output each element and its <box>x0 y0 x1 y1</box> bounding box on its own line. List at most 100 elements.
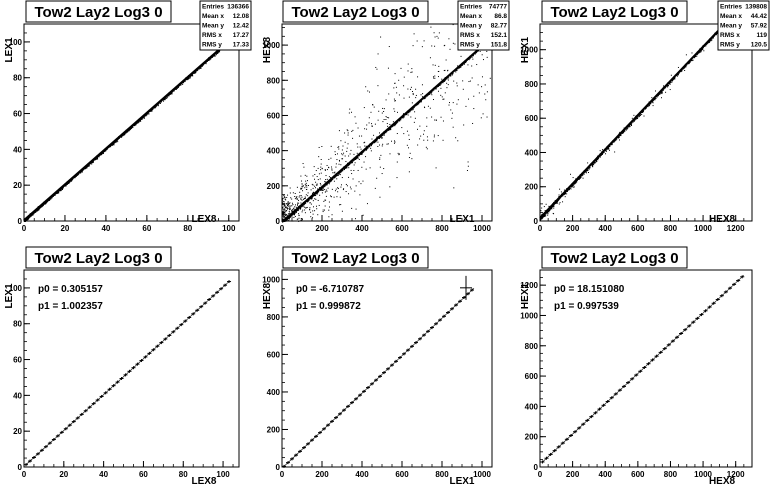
scatter-point <box>155 106 157 108</box>
scatter-point <box>360 148 362 150</box>
scatter-point <box>325 189 327 191</box>
scatter-point <box>371 125 373 127</box>
scatter-point <box>300 175 302 177</box>
scatter-point <box>382 134 384 136</box>
scatter-point <box>343 152 345 154</box>
scatter-point <box>60 189 62 191</box>
scatter-point <box>138 121 140 123</box>
scatter-point <box>305 189 307 191</box>
scatter-point <box>410 109 412 111</box>
scatter-point <box>305 182 307 184</box>
scatter-point <box>452 126 454 128</box>
scatter-point <box>393 108 395 110</box>
stats-value: 82.77 <box>491 23 508 30</box>
scatter-point <box>480 117 482 119</box>
scatter-point <box>407 70 409 72</box>
scatter-point <box>439 84 441 86</box>
scatter-point <box>42 204 44 206</box>
scatter-point <box>322 209 324 211</box>
scatter-point <box>50 198 52 200</box>
scatter-point <box>285 206 287 208</box>
scatter-point <box>384 132 386 134</box>
scatter-point <box>365 168 367 170</box>
scatter-point <box>406 113 408 115</box>
scatter-point <box>422 93 424 95</box>
scatter-point <box>707 43 709 45</box>
scatter-point <box>126 131 128 133</box>
scatter-point <box>431 45 433 47</box>
scatter-point <box>426 148 428 150</box>
scatter-point <box>447 77 449 79</box>
scatter-point <box>375 141 377 143</box>
scatter-point <box>351 161 353 163</box>
scatter-point <box>210 58 212 60</box>
scatter-point <box>684 69 686 71</box>
scatter-point <box>321 188 323 190</box>
scatter-point <box>361 153 363 155</box>
scatter-point <box>331 166 333 168</box>
scatter-point <box>331 168 333 170</box>
scatter-point <box>643 115 645 117</box>
scatter-point <box>66 183 68 185</box>
scatter-point <box>338 159 340 161</box>
scatter-point <box>432 64 434 66</box>
scatter-point <box>403 133 405 135</box>
scatter-point <box>411 68 413 70</box>
dense-band <box>23 36 234 222</box>
scatter-point <box>460 66 462 68</box>
scatter-point <box>386 131 388 133</box>
scatter-point <box>304 174 306 176</box>
scatter-point <box>599 150 601 152</box>
scatter-point <box>164 99 166 101</box>
scatter-point <box>357 146 359 148</box>
x-tick-label: 1000 <box>473 224 491 233</box>
stats-label: Entries <box>460 4 482 11</box>
scatter-point <box>412 107 414 109</box>
scatter-point <box>414 111 416 113</box>
scatter-point <box>434 88 436 90</box>
scatter-point <box>320 188 322 190</box>
scatter-point <box>588 167 590 169</box>
scatter-point <box>346 150 348 152</box>
scatter-point <box>317 167 319 169</box>
scatter-point <box>300 188 302 190</box>
scatter-point <box>394 100 396 102</box>
scatter-point <box>316 191 318 193</box>
scatter-point <box>333 196 335 198</box>
scatter-point <box>284 209 286 211</box>
scatter-point <box>283 209 285 211</box>
scatter-point <box>283 213 285 215</box>
scatter-point <box>297 199 299 201</box>
scatter-point <box>115 142 117 144</box>
scatter-point <box>326 190 328 192</box>
scatter-point <box>631 122 633 124</box>
scatter-point <box>355 185 357 187</box>
scatter-point <box>476 64 478 66</box>
scatter-point <box>286 207 288 209</box>
x-tick-label: 60 <box>142 224 151 233</box>
scatter-point <box>411 91 413 93</box>
scatter-point <box>38 208 40 210</box>
scatter-point <box>379 132 381 134</box>
scatter-point <box>423 40 425 42</box>
scatter-point <box>282 203 284 205</box>
scatter-point <box>320 166 322 168</box>
scatter-point <box>452 24 454 26</box>
scatter-point <box>403 76 405 78</box>
scatter-point <box>300 197 302 199</box>
scatter-point <box>403 85 405 87</box>
scatter-point <box>638 116 640 118</box>
scatter-point <box>597 159 599 161</box>
scatter-point <box>669 89 671 91</box>
scatter-point <box>407 63 409 65</box>
scatter-point <box>124 134 126 136</box>
scatter-point <box>314 210 316 212</box>
scatter-point <box>315 205 317 207</box>
scatter-point <box>87 165 89 167</box>
scatter-point <box>631 124 633 126</box>
scatter-point <box>694 57 696 59</box>
scatter-point <box>652 100 654 102</box>
scatter-point <box>410 86 412 88</box>
scatter-point <box>540 219 542 221</box>
stats-label: RMS x <box>202 32 222 39</box>
